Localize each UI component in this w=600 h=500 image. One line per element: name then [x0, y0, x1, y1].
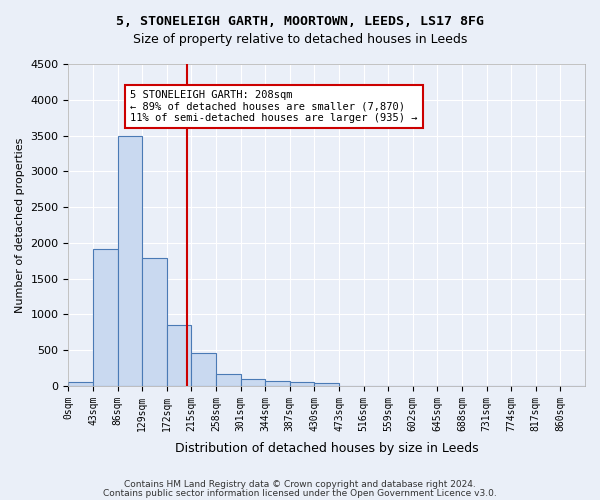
Text: Size of property relative to detached houses in Leeds: Size of property relative to detached ho…	[133, 32, 467, 46]
Bar	[68, 382, 93, 386]
Bar	[118, 136, 142, 386]
Bar	[314, 383, 339, 386]
Bar	[265, 380, 290, 386]
Y-axis label: Number of detached properties: Number of detached properties	[15, 138, 25, 312]
Text: Contains public sector information licensed under the Open Government Licence v3: Contains public sector information licen…	[103, 488, 497, 498]
Bar	[216, 374, 241, 386]
Text: Contains HM Land Registry data © Crown copyright and database right 2024.: Contains HM Land Registry data © Crown c…	[124, 480, 476, 489]
Bar	[191, 353, 216, 386]
Bar	[290, 382, 314, 386]
Bar	[142, 258, 167, 386]
Text: 5, STONELEIGH GARTH, MOORTOWN, LEEDS, LS17 8FG: 5, STONELEIGH GARTH, MOORTOWN, LEEDS, LS…	[116, 15, 484, 28]
Bar	[93, 248, 118, 386]
X-axis label: Distribution of detached houses by size in Leeds: Distribution of detached houses by size …	[175, 442, 479, 455]
Text: 5 STONELEIGH GARTH: 208sqm
← 89% of detached houses are smaller (7,870)
11% of s: 5 STONELEIGH GARTH: 208sqm ← 89% of deta…	[130, 90, 418, 123]
Bar	[241, 379, 265, 386]
Bar	[167, 325, 191, 386]
